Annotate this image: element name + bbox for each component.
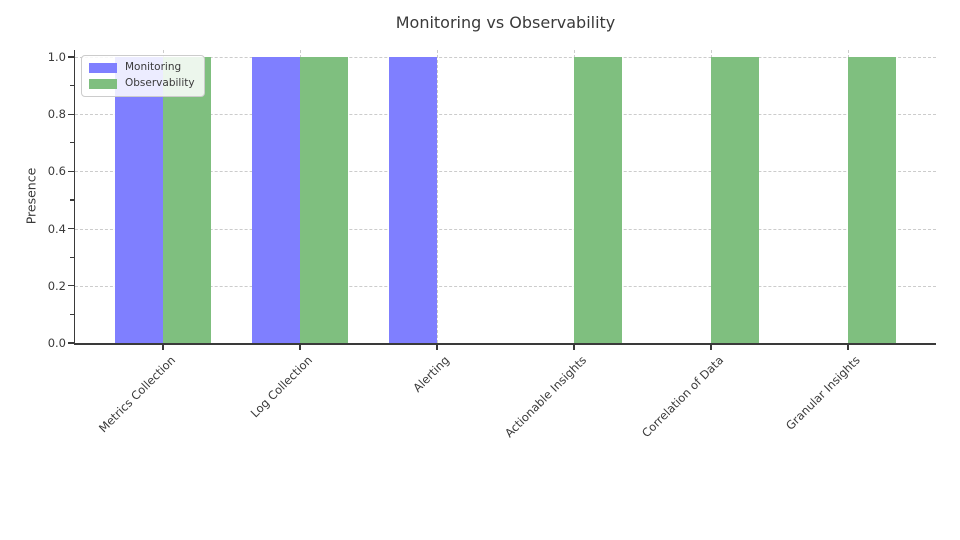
legend-item: Monitoring [89,61,195,74]
y-axis-spine [73,50,75,345]
bar-monitoring [389,57,437,343]
v-gridline [437,50,438,343]
x-tick-label: Granular Insights [783,353,863,433]
plot-area [75,50,936,343]
legend-label: Monitoring [125,61,182,73]
y-tick-minor [70,142,74,144]
y-tick-major [67,227,74,230]
y-tick-minor [70,199,74,201]
x-axis-spine [73,343,936,345]
h-gridline [75,114,936,116]
y-tick-label: 0.0 [47,336,66,350]
bar-observability [848,57,896,343]
bar-monitoring [115,57,163,343]
x-tick-label: Log Collection [247,353,315,421]
h-gridline [75,228,936,230]
legend-item: Observability [89,77,195,90]
y-tick-label: 0.8 [47,107,66,122]
y-tick-label: 0.6 [47,164,66,179]
legend-swatch-observability [89,78,117,89]
x-tick-label: Alerting [410,353,452,395]
chart-title: Monitoring vs Observability [395,13,616,32]
bar-monitoring [252,57,300,343]
legend: Monitoring Observability [81,55,205,97]
y-tick-minor [70,313,74,315]
x-tick-major [299,344,301,350]
y-tick-major [67,170,74,173]
y-tick-major [67,342,74,344]
y-tick-major [67,56,74,58]
bar-observability [574,57,622,343]
y-tick-label: 0.2 [47,278,66,293]
h-gridline [75,285,936,287]
x-tick-label: Metrics Collection [95,353,178,436]
h-gridline [75,171,936,173]
x-tick-major [436,344,438,350]
legend-label: Observability [125,77,195,89]
x-tick-major [847,344,849,350]
y-tick-major [67,113,74,115]
legend-swatch-monitoring [89,62,117,73]
bar-observability [163,57,211,343]
y-tick-minor [70,85,74,87]
h-gridline [75,57,936,58]
x-tick-major [162,344,164,350]
x-tick-label: Actionable Insights [501,353,589,441]
x-tick-label: Correlation of Data [638,353,726,441]
y-tick-minor [70,256,74,258]
bar-observability [300,57,348,343]
y-tick-label: 1.0 [47,50,66,64]
bar-observability [711,57,759,343]
y-tick-major [67,285,74,287]
x-tick-major [573,344,575,350]
x-tick-major [710,344,712,350]
y-tick-label: 0.4 [47,221,66,236]
